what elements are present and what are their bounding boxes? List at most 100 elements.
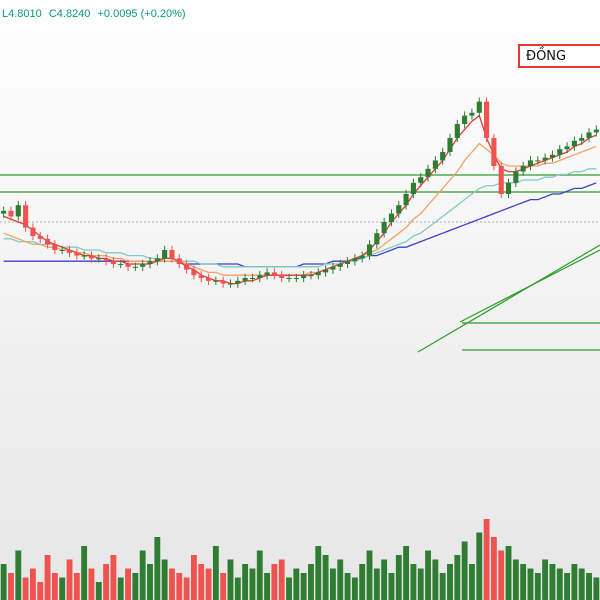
- volume-bar: [447, 564, 453, 600]
- volume-bar: [395, 555, 402, 600]
- volume-bar: [147, 564, 153, 600]
- candle-body: [264, 272, 270, 276]
- candle-body: [374, 233, 380, 245]
- volume-bar: [381, 559, 388, 600]
- candle-body: [557, 149, 563, 155]
- candle-body: [235, 280, 241, 284]
- volume-bar: [330, 568, 336, 600]
- volume-bar: [242, 564, 249, 600]
- candle-body: [527, 160, 534, 166]
- candle-body: [74, 252, 80, 256]
- candle-body: [242, 278, 248, 281]
- volume-bar: [593, 577, 600, 600]
- candle-body: [213, 280, 219, 282]
- candle-body: [476, 101, 482, 113]
- volume-bar: [359, 564, 366, 600]
- candle-body: [549, 154, 555, 158]
- candle-body: [586, 132, 592, 138]
- volume-bar: [59, 577, 66, 600]
- trend-line-lower: [417, 244, 600, 353]
- candle-body: [418, 177, 424, 183]
- candle-body: [513, 171, 519, 183]
- volume-bar: [410, 564, 417, 600]
- candle-body: [8, 210, 14, 217]
- candle-body: [30, 227, 36, 236]
- candle-body: [96, 258, 102, 260]
- candle-body: [140, 264, 146, 267]
- volume-bar: [490, 537, 497, 600]
- candle-body: [147, 261, 153, 264]
- volume-bar: [586, 573, 592, 600]
- volume-bar: [227, 559, 234, 600]
- volume-bar: [578, 568, 585, 600]
- candle-body: [403, 194, 409, 206]
- candle-body: [469, 112, 475, 116]
- volume-bar: [571, 564, 578, 600]
- volume-bar: [344, 573, 351, 600]
- currency-label: ĐỒNG: [526, 49, 567, 64]
- candle-body: [110, 261, 116, 264]
- volume-bar: [110, 555, 117, 600]
- volume-bar: [527, 568, 534, 600]
- candle-body: [491, 138, 497, 166]
- volume-bar: [132, 573, 139, 600]
- volume-bar: [373, 568, 380, 600]
- volume-bar: [88, 568, 95, 600]
- ma-long-line: [3, 168, 597, 268]
- ohlc-readout: L4.8010 C4.8240 +0.0095 (+0.20%): [2, 8, 190, 20]
- candle-body: [103, 258, 109, 262]
- volume-bar: [198, 564, 205, 600]
- candle-body: [15, 205, 21, 217]
- volume-bar: [278, 559, 285, 600]
- candle-body: [125, 264, 131, 267]
- volume-bar: [176, 573, 183, 600]
- candle-body: [425, 168, 431, 178]
- volume-bar: [51, 573, 58, 600]
- candle-body: [484, 101, 490, 138]
- candle-body: [37, 236, 43, 239]
- candle-body: [579, 138, 585, 141]
- candle-body: [564, 146, 570, 150]
- candle-body: [191, 269, 197, 276]
- volume-bar: [37, 582, 44, 600]
- candle-body: [286, 278, 292, 279]
- volume-bar: [483, 519, 490, 600]
- candle-body: [440, 152, 446, 161]
- volume-bar: [183, 577, 190, 600]
- volume-bar: [454, 555, 461, 600]
- candle-body: [169, 250, 175, 259]
- ma-short-line: [3, 114, 597, 285]
- candle-body: [184, 264, 190, 270]
- volume-bar: [264, 573, 270, 600]
- volume-bar: [154, 537, 161, 600]
- volume-bar: [351, 577, 358, 600]
- volume-bar: [66, 559, 73, 600]
- candle-body: [432, 160, 438, 169]
- volume-bar: [308, 564, 314, 600]
- candle-body: [308, 275, 314, 277]
- change-value: +0.0095 (+0.20%): [97, 8, 186, 20]
- ma-very-long-line: [3, 182, 597, 268]
- candle-body: [462, 115, 468, 124]
- volume-bar: [139, 550, 146, 600]
- volume-bar: [534, 573, 541, 600]
- candle-body: [330, 266, 336, 270]
- candle-body: [542, 157, 548, 161]
- volume-bar: [0, 564, 7, 600]
- candle-body: [176, 258, 182, 264]
- volume-bar: [505, 546, 512, 600]
- candle-body: [381, 222, 387, 234]
- volume-bar: [556, 568, 563, 600]
- candle-body: [118, 264, 124, 265]
- volume-bar: [403, 546, 410, 600]
- candle-body: [154, 258, 160, 262]
- candle-body: [301, 275, 307, 278]
- candle-body: [498, 166, 504, 194]
- volume-bar: [256, 550, 263, 600]
- volume-bar: [512, 559, 519, 600]
- volume-bar: [564, 573, 570, 600]
- volume-bar: [81, 546, 88, 600]
- candle-body: [396, 205, 402, 214]
